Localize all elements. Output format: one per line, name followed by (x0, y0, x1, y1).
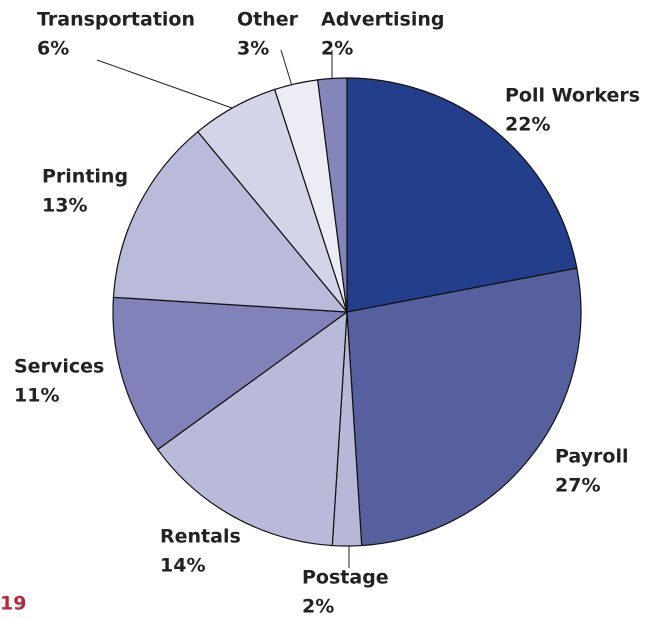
pie-slice (156, 310, 348, 547)
slice-value-label: 2% (321, 38, 353, 60)
pie-slice (346, 77, 578, 313)
slice-label: Poll Workers (505, 85, 640, 107)
slice-label: Other (237, 9, 299, 31)
slice-value-label: 6% (37, 38, 69, 60)
slice-value-label: 2% (302, 596, 334, 618)
slice-value-label: 11% (14, 385, 59, 407)
slice-label: Rentals (160, 526, 241, 548)
slice-label: Transportation (37, 9, 195, 31)
pie-slice (112, 130, 349, 313)
slice-label: Printing (42, 166, 128, 188)
pie-slice (346, 267, 582, 547)
slice-value-label: 3% (237, 38, 269, 60)
slice-label: Payroll (555, 446, 629, 468)
leader-line (96, 59, 233, 109)
leader-lines (96, 49, 350, 568)
page-number: 19 (0, 593, 26, 615)
slice-value-label: 13% (42, 195, 87, 217)
slice-value-label: 14% (160, 555, 205, 577)
slice-label: Services (14, 356, 104, 378)
slice-label: Advertising (321, 9, 445, 31)
leader-line (280, 49, 293, 87)
slice-label: Postage (302, 567, 389, 589)
pie-slice (112, 296, 349, 451)
slice-value-label: 22% (505, 114, 550, 136)
slice-value-label: 27% (555, 475, 600, 497)
pie-slice (317, 77, 348, 313)
